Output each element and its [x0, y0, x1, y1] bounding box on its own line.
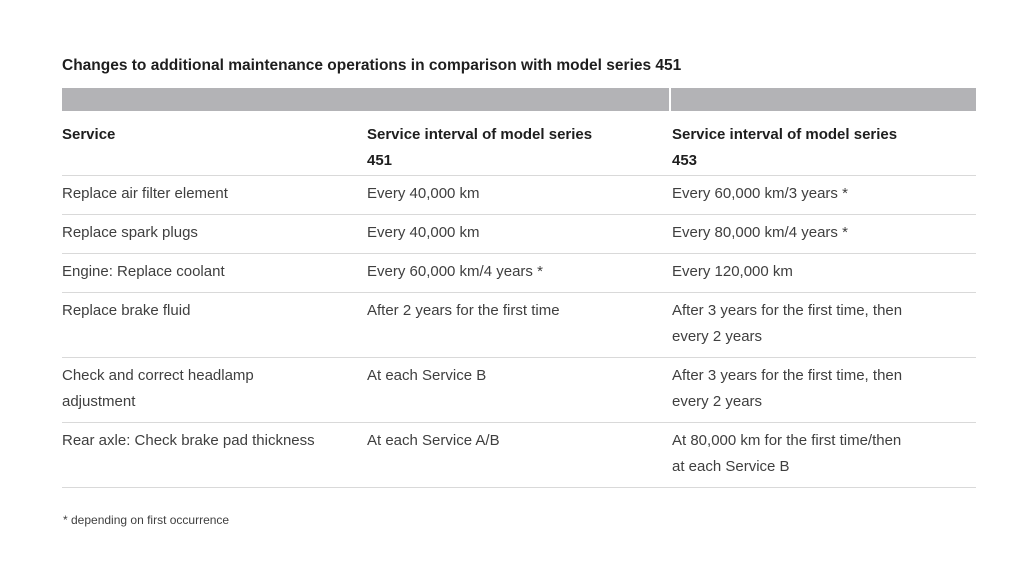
page-title: Changes to additional maintenance operat… [62, 57, 682, 74]
footnote: * depending on first occurrence [63, 513, 230, 527]
cell-interval-451: At each Service B [367, 367, 487, 384]
cell-interval-451: Every 40,000 km [367, 185, 480, 202]
column-header-interval-453: Service interval of model series 453 [672, 126, 898, 169]
cell-interval-453: After 3 years for the first time, then e… [672, 302, 903, 345]
cell-service: Replace brake fluid [62, 302, 191, 319]
cell-interval-453: After 3 years for the first time, then e… [672, 367, 903, 410]
cell-service: Check and correct headlamp adjustment [62, 367, 254, 410]
cell-interval-451: After 2 years for the first time [367, 302, 560, 319]
cell-interval-451: Every 60,000 km/4 years * [367, 263, 543, 280]
cell-interval-451: At each Service A/B [367, 432, 500, 449]
table-row: Replace spark plugs Every 40,000 km Ever… [62, 215, 976, 254]
cell-service: Engine: Replace coolant [62, 263, 225, 280]
table-header-row: Service Service interval of model series… [62, 111, 976, 176]
table-row: Check and correct headlamp adjustment At… [62, 358, 976, 423]
table-row: Replace air filter element Every 40,000 … [62, 176, 976, 215]
table-header-bar [62, 88, 976, 111]
table-row: Engine: Replace coolant Every 60,000 km/… [62, 254, 976, 293]
cell-interval-453: At 80,000 km for the first time/then at … [672, 432, 902, 475]
cell-interval-451: Every 40,000 km [367, 224, 480, 241]
cell-interval-453: Every 80,000 km/4 years * [672, 224, 848, 241]
column-header-service: Service [62, 126, 116, 143]
table-row: Replace brake fluid After 2 years for th… [62, 293, 976, 358]
header-bar-segment-right [671, 88, 976, 111]
cell-service: Replace air filter element [62, 185, 228, 202]
header-bar-column-gap [669, 88, 671, 111]
cell-service: Replace spark plugs [62, 224, 198, 241]
table-row: Rear axle: Check brake pad thickness At … [62, 423, 976, 488]
maintenance-table: Service Service interval of model series… [62, 111, 976, 488]
column-header-interval-451: Service interval of model series 451 [367, 126, 593, 169]
cell-interval-453: Every 120,000 km [672, 263, 793, 280]
cell-service: Rear axle: Check brake pad thickness [62, 432, 315, 449]
cell-interval-453: Every 60,000 km/3 years * [672, 185, 848, 202]
header-bar-segment-left [62, 88, 669, 111]
